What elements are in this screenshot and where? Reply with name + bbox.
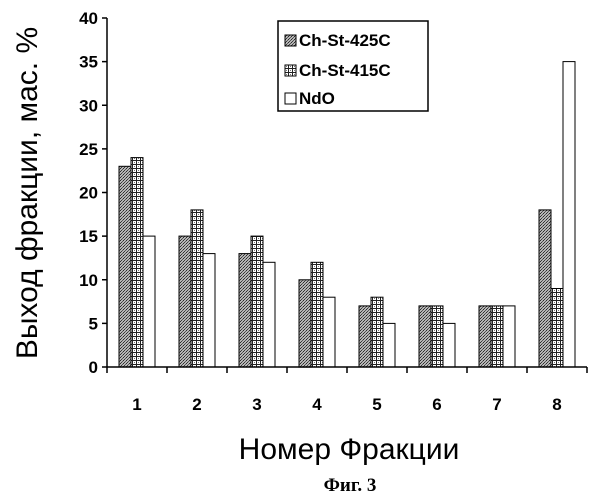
x-tick-label: 3 <box>252 395 261 414</box>
bar-ch-st-425c-5 <box>359 306 371 367</box>
bar-ch-st-415c-6 <box>431 306 443 367</box>
figure-caption: Фиг. 3 <box>324 475 377 496</box>
x-tick-label: 1 <box>132 395 141 414</box>
bar-ch-st-415c-4 <box>311 262 323 367</box>
bar-ndo-2 <box>203 254 215 367</box>
x-tick-label: 7 <box>492 395 501 414</box>
y-tick-label: 15 <box>79 227 98 246</box>
x-tick-label: 8 <box>552 395 561 414</box>
bar-ch-st-425c-1 <box>119 166 131 367</box>
bar-ndo-4 <box>323 297 335 367</box>
legend-swatch-ch-st-425c <box>285 35 296 46</box>
bar-ch-st-415c-1 <box>131 158 143 367</box>
x-tick-label: 2 <box>192 395 201 414</box>
y-tick-label: 10 <box>79 271 98 290</box>
bar-ch-st-425c-3 <box>239 254 251 367</box>
bar-ch-st-425c-4 <box>299 280 311 367</box>
bar-ch-st-425c-6 <box>419 306 431 367</box>
bar-ch-st-425c-7 <box>479 306 491 367</box>
bar-ch-st-425c-2 <box>179 236 191 367</box>
y-tick-label: 25 <box>79 140 98 159</box>
legend-label-ch-st-425c: Ch-St-425C <box>299 31 391 50</box>
bar-ndo-6 <box>443 323 455 367</box>
bar-ndo-3 <box>263 262 275 367</box>
y-tick-label: 20 <box>79 184 98 203</box>
y-tick-label: 5 <box>89 314 98 333</box>
bar-ch-st-425c-8 <box>539 210 551 367</box>
legend: Ch-St-425C Ch-St-415C NdO <box>278 21 428 111</box>
x-tick-labels: 1 2 3 4 5 6 7 8 <box>132 395 561 414</box>
bar-ndo-1 <box>143 236 155 367</box>
bar-ch-st-415c-5 <box>371 297 383 367</box>
bar-ch-st-415c-7 <box>491 306 503 367</box>
y-tick-label: 35 <box>79 53 98 72</box>
legend-label-ndo: NdO <box>299 89 335 108</box>
y-axis-title: Выход фракции, мас. % <box>11 27 44 359</box>
y-tick-label: 30 <box>79 96 98 115</box>
legend-swatch-ndo <box>285 93 296 104</box>
bar-ndo-8 <box>563 62 575 367</box>
legend-swatch-ch-st-415c <box>285 65 296 76</box>
bar-ndo-7 <box>503 306 515 367</box>
legend-label-ch-st-415c: Ch-St-415C <box>299 61 391 80</box>
bar-ch-st-415c-2 <box>191 210 203 367</box>
bar-ch-st-415c-8 <box>551 289 563 368</box>
x-tick-label: 5 <box>372 395 381 414</box>
y-tick-label: 40 <box>79 9 98 28</box>
x-axis-title: Номер Фракции <box>239 433 460 466</box>
x-tick-label: 4 <box>312 395 322 414</box>
x-tick-label: 6 <box>432 395 441 414</box>
bar-ch-st-415c-3 <box>251 236 263 367</box>
bar-ndo-5 <box>383 323 395 367</box>
y-tick-labels: 0 5 10 15 20 25 30 35 40 <box>79 9 98 377</box>
y-tick-label: 0 <box>89 358 98 377</box>
